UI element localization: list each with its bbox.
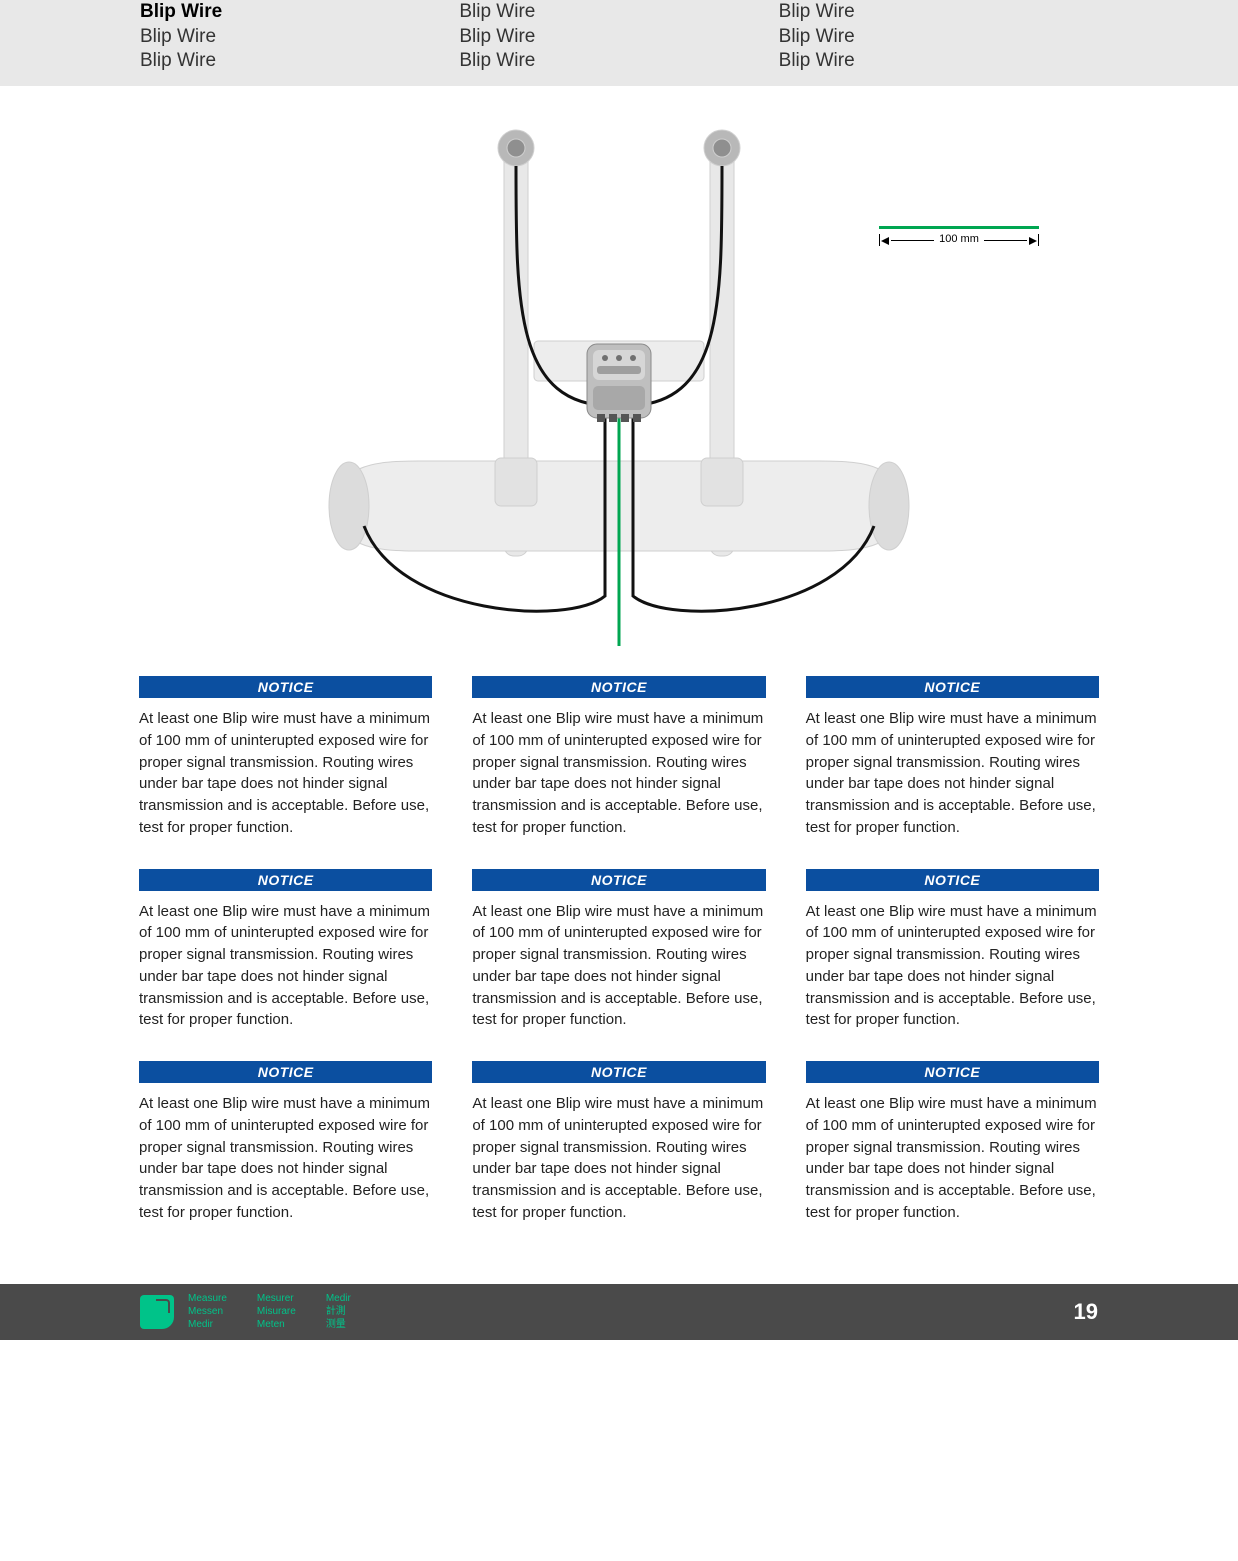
notice-header: NOTICE — [139, 676, 432, 698]
notice-body: At least one Blip wire must have a minim… — [139, 901, 432, 1032]
tab-item[interactable]: Blip Wire — [140, 49, 459, 74]
notice-block: NOTICE At least one Blip wire must have … — [806, 676, 1099, 839]
notice-body: At least one Blip wire must have a minim… — [139, 708, 432, 839]
handlebar-svg — [139, 106, 1099, 666]
notice-body: At least one Blip wire must have a minim… — [472, 901, 765, 1032]
notice-block: NOTICE At least one Blip wire must have … — [472, 869, 765, 1032]
tab-col-3: Blip Wire Blip Wire Blip Wire — [779, 0, 1098, 74]
tab-item[interactable]: Blip Wire — [459, 0, 778, 25]
notice-block: NOTICE At least one Blip wire must have … — [472, 1061, 765, 1224]
notice-header: NOTICE — [806, 1061, 1099, 1083]
tab-item[interactable]: Blip Wire — [779, 25, 1098, 50]
footer-term: Medir — [188, 1318, 227, 1331]
footer-term: 計測 — [326, 1305, 351, 1318]
notice-block: NOTICE At least one Blip wire must have … — [806, 1061, 1099, 1224]
notice-body: At least one Blip wire must have a minim… — [806, 708, 1099, 839]
footer-term: Messen — [188, 1305, 227, 1318]
tab-strip: Blip Wire Blip Wire Blip Wire Blip Wire … — [0, 0, 1238, 86]
notice-block: NOTICE At least one Blip wire must have … — [472, 676, 765, 839]
footer-term: Meten — [257, 1318, 296, 1331]
scale-label: 100 mm — [934, 233, 984, 245]
notice-body: At least one Blip wire must have a minim… — [472, 1093, 765, 1224]
notices-grid: NOTICE At least one Blip wire must have … — [139, 676, 1099, 1224]
scale-green-line — [879, 226, 1039, 229]
notice-block: NOTICE At least one Blip wire must have … — [139, 676, 432, 839]
notice-header: NOTICE — [472, 869, 765, 891]
tab-item[interactable]: Blip Wire — [459, 49, 778, 74]
notice-header: NOTICE — [139, 1061, 432, 1083]
tab-item[interactable]: Blip Wire — [140, 25, 459, 50]
footer-term: Misurare — [257, 1305, 296, 1318]
notice-header: NOTICE — [806, 869, 1099, 891]
footer-terms: Measure Messen Medir Mesurer Misurare Me… — [188, 1292, 351, 1331]
notice-block: NOTICE At least one Blip wire must have … — [806, 869, 1099, 1032]
measure-icon — [140, 1295, 174, 1329]
footer-term: 测量 — [326, 1318, 351, 1331]
notice-body: At least one Blip wire must have a minim… — [472, 708, 765, 839]
notice-header: NOTICE — [806, 676, 1099, 698]
footer-term: Medir — [326, 1292, 351, 1305]
tab-item[interactable]: Blip Wire — [779, 49, 1098, 74]
tab-item[interactable]: Blip Wire — [140, 0, 459, 25]
scale-dimension: 100 mm — [879, 235, 1039, 249]
notice-header: NOTICE — [472, 676, 765, 698]
notice-body: At least one Blip wire must have a minim… — [139, 1093, 432, 1224]
notice-block: NOTICE At least one Blip wire must have … — [139, 869, 432, 1032]
tab-item[interactable]: Blip Wire — [459, 25, 778, 50]
notice-header: NOTICE — [472, 1061, 765, 1083]
tab-item[interactable]: Blip Wire — [779, 0, 1098, 25]
notice-block: NOTICE At least one Blip wire must have … — [139, 1061, 432, 1224]
blipbox-device — [587, 344, 651, 422]
notice-body: At least one Blip wire must have a minim… — [806, 901, 1099, 1032]
tab-col-2: Blip Wire Blip Wire Blip Wire — [459, 0, 778, 74]
notice-body: At least one Blip wire must have a minim… — [806, 1093, 1099, 1224]
notice-header: NOTICE — [139, 869, 432, 891]
footer-bar: Measure Messen Medir Mesurer Misurare Me… — [0, 1284, 1238, 1340]
scale-bar: 100 mm — [879, 226, 1039, 249]
handlebar-diagram: 100 mm — [139, 106, 1099, 666]
page-number: 19 — [1074, 1299, 1098, 1325]
footer-term: Mesurer — [257, 1292, 296, 1305]
tab-col-1: Blip Wire Blip Wire Blip Wire — [140, 0, 459, 74]
footer-term: Measure — [188, 1292, 227, 1305]
